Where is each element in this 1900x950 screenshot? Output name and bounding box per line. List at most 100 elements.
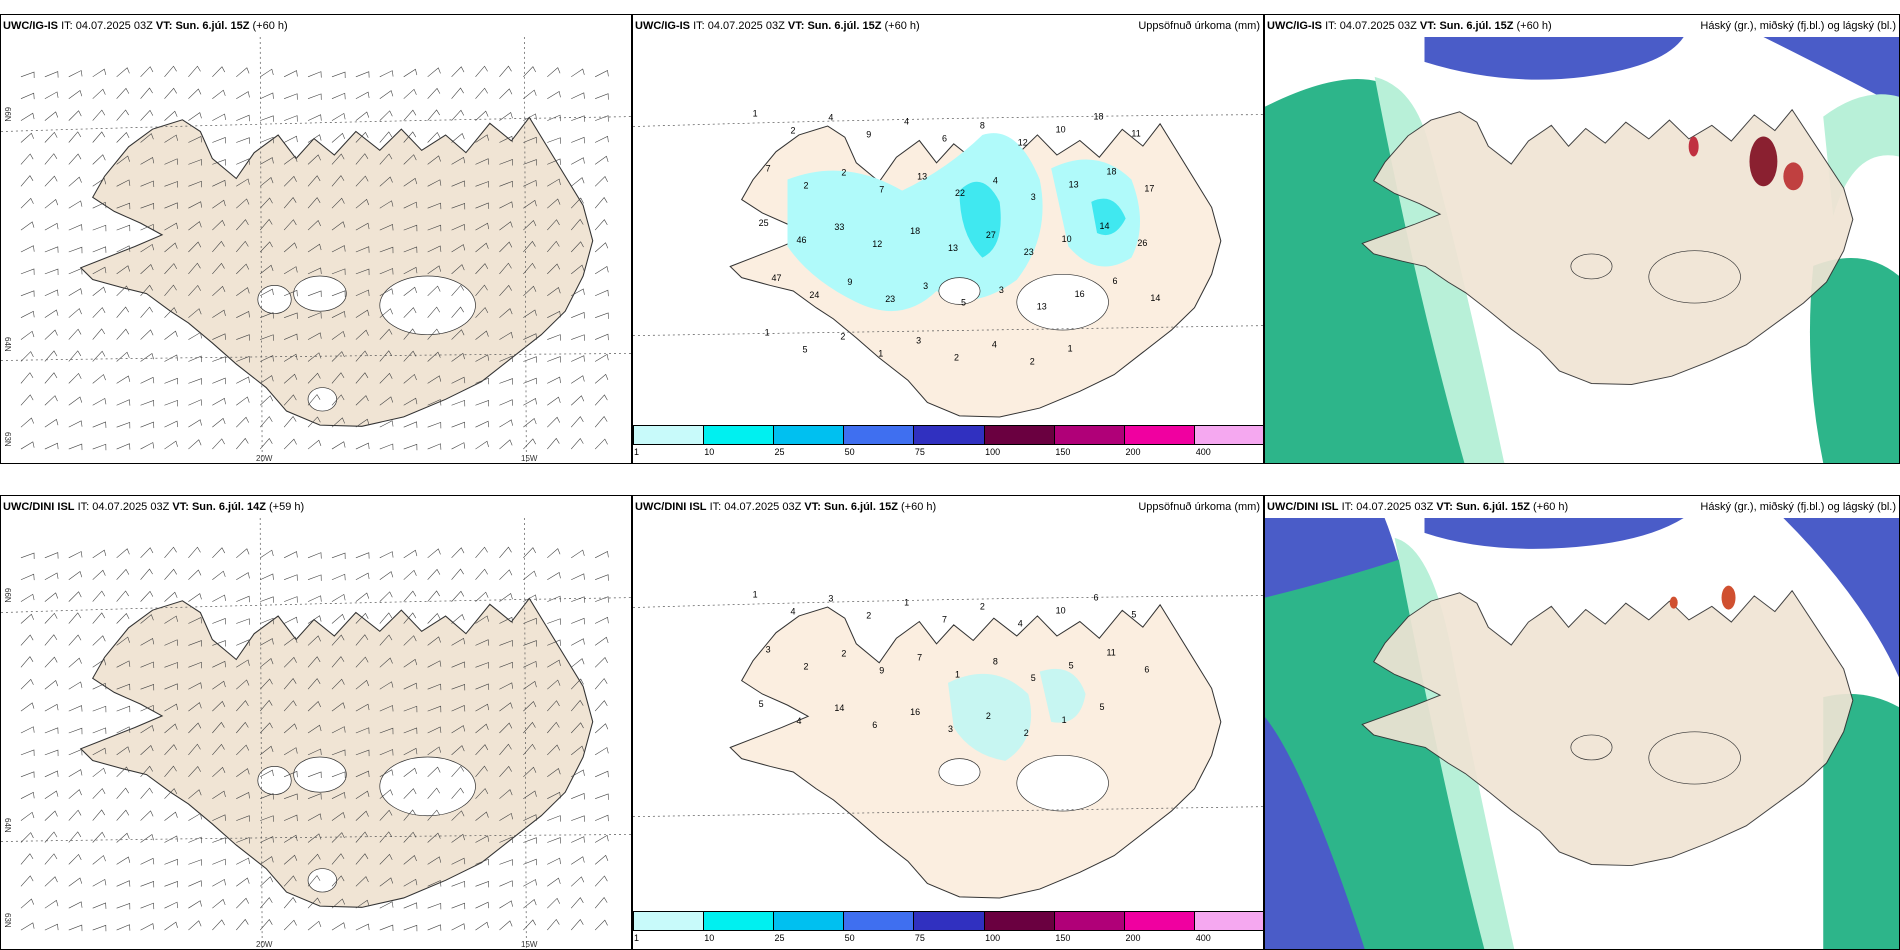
wind-barb [331,112,346,121]
wind-barb [164,835,179,843]
wind-barb [44,418,59,428]
wind-barb [283,438,297,450]
wind-barb [260,68,274,78]
wind-barb [283,175,297,187]
wind-barb [523,617,537,625]
wind-barb [595,93,609,100]
wind-barb [451,133,465,143]
wind-barb [331,634,345,646]
wind-barb [379,727,394,735]
wind-barb [283,373,298,384]
wind-barb [571,856,585,865]
wind-barb [236,792,250,799]
wind-barb [403,88,417,99]
wind-barb [379,443,394,451]
wind-barb [44,111,59,121]
wind-barb [499,880,513,887]
wind-barb [283,197,297,209]
wind-barb [523,262,536,275]
wind-barb [331,372,345,384]
wind-barb [164,765,177,777]
wind-barb [594,175,608,187]
precip-amount-label: 23 [1024,247,1034,257]
wind-barb [355,372,369,384]
wind-barb [427,612,441,624]
wind-barb [379,877,394,887]
wind-barb [307,853,321,865]
wind-barb [451,857,466,865]
colorbar-swatch [1054,426,1125,444]
wind-barb [307,312,322,319]
wind-barb [307,154,321,165]
wind-barb [259,678,273,690]
wind-barb [116,375,131,384]
wind-barb [403,727,418,734]
wind-barb [571,68,585,78]
wind-barb [236,639,250,646]
wind-barb [307,595,322,602]
precip-amount-label: 7 [942,615,947,625]
wind-barb [140,704,155,712]
wind-barb [594,875,608,887]
wind-barb [475,222,490,231]
wind-barb [283,353,298,362]
wind-barb [164,744,178,756]
wind-barb [116,202,131,210]
wind-barb [212,219,226,231]
wind-barb [451,684,466,691]
wind-barb [307,372,321,384]
wind-barb [164,158,179,165]
wind-barb [92,246,107,253]
wind-barb [547,376,561,384]
wind-barb [594,551,609,559]
precip-amount-label: 2 [803,180,808,190]
wind-barb [164,858,179,866]
wind-barb [116,809,130,821]
wind-barb [140,180,155,188]
wind-barb [260,793,274,800]
wind-barb [379,70,394,78]
wind-barb [523,333,537,340]
wind-barb [164,181,179,188]
wind-barb [188,813,202,821]
wind-barb [92,924,107,932]
wind-barb [379,705,394,712]
precip-map: 1 4 3 2 1 7 2 4 10 6 5 3 2 2 9 7 1 8 5 5 11 6 5 4 14 6 16 3 2 2 1 5 [633,518,1263,949]
wind-barb [451,264,465,275]
wind-barb [379,571,394,580]
wind-barb [116,179,131,187]
panel-header: UWC/DINI ISL IT: 04.07.2025 03Z VT: Sun.… [1265,496,1899,518]
wind-barb [499,135,513,143]
wind-barb [475,703,490,712]
wind-barb [283,416,297,428]
wind-barb [140,547,154,559]
wind-barb [379,396,394,406]
wind-barb [140,87,153,99]
wind-barb [140,765,153,777]
wind-barb [68,308,82,318]
wind-barb [594,333,609,341]
wind-barb [427,590,440,602]
wind-barb [259,699,273,712]
colorbar-swatch [704,912,775,930]
wind-barb [475,568,488,580]
precip-amount-label: 1 [1062,715,1067,725]
wind-barb [355,91,370,99]
wind-barb [451,833,465,843]
wind-barb [283,834,298,843]
wind-barb [475,134,489,143]
wind-barb [594,289,609,297]
wind-barb [547,219,560,231]
wind-barb [164,591,178,602]
wind-barb [571,177,585,187]
wind-barb [355,703,370,712]
wind-barb [451,66,465,78]
wind-barb [283,266,298,275]
wind-barb [116,67,130,78]
wind-barb [451,923,466,931]
wind-barb [307,615,322,624]
wind-barb [283,333,298,341]
wind-barb [594,373,609,384]
wind-barb [188,789,202,799]
wind-barb [212,790,226,799]
